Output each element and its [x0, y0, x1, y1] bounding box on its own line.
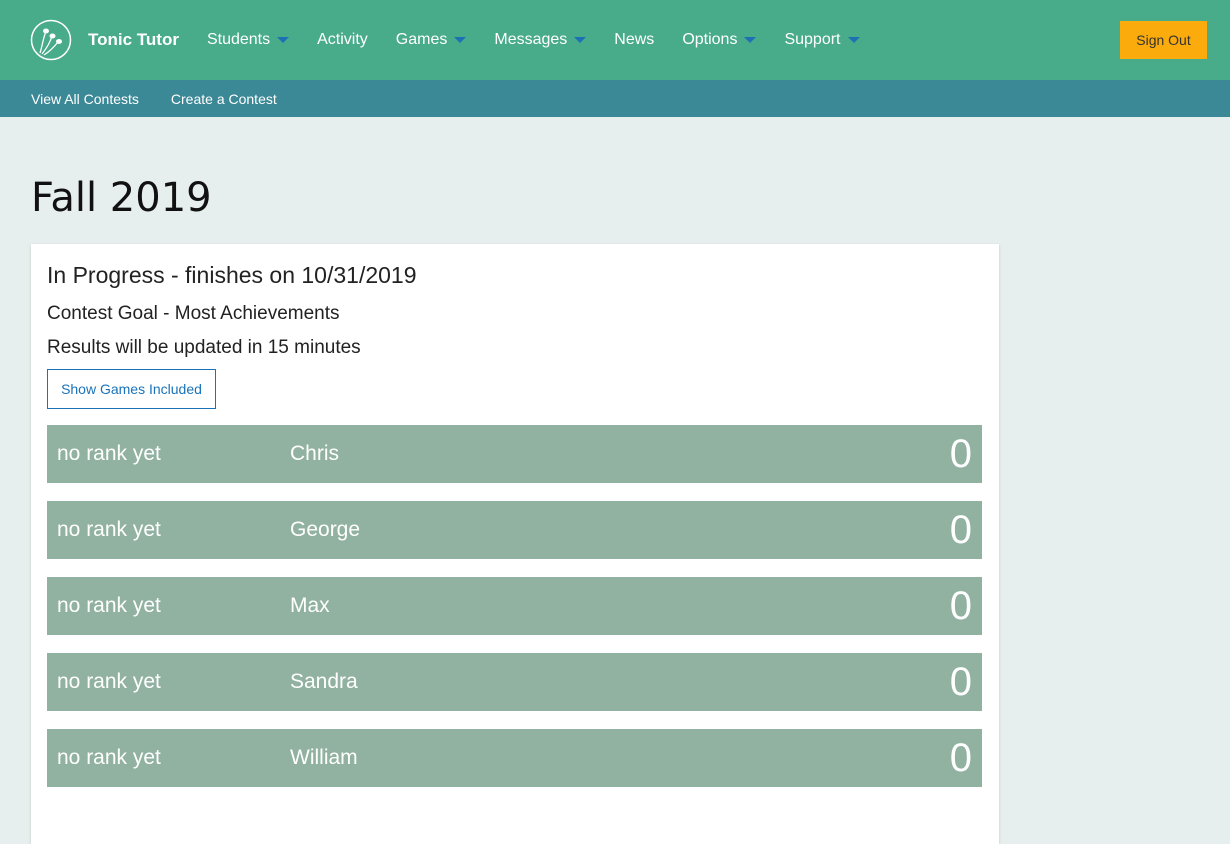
rank-label: no rank yet: [57, 670, 161, 693]
nav-messages[interactable]: Messages: [494, 31, 587, 49]
student-name: Chris: [290, 442, 340, 465]
student-name: William: [290, 746, 358, 769]
nav-label: Options: [682, 31, 738, 48]
caret-down-icon: [744, 37, 757, 43]
update-notice: Results will be updated in 15 minutes: [47, 337, 361, 358]
contest-goal: Contest Goal - Most Achievements: [47, 303, 340, 324]
nav-support[interactable]: Support: [784, 31, 860, 49]
rank-label: no rank yet: [57, 442, 161, 465]
main-nav: Students Activity Games Messages News Op…: [207, 31, 888, 49]
create-contest-link[interactable]: Create a Contest: [170, 90, 277, 107]
page-title: Fall 2019: [31, 175, 212, 221]
nav-label: Games: [395, 31, 448, 48]
contest-status: In Progress - finishes on 10/31/2019: [47, 262, 417, 288]
nav-options[interactable]: Options: [682, 31, 757, 49]
tonic-tutor-logo-icon[interactable]: [30, 19, 72, 61]
caret-down-icon: [454, 37, 467, 43]
rank-label: no rank yet: [57, 518, 161, 541]
top-navbar: Tonic Tutor Students Activity Games Mess…: [0, 0, 1230, 80]
student-name: Sandra: [290, 670, 358, 693]
view-all-contests-link[interactable]: View All Contests: [31, 90, 139, 107]
caret-down-icon: [574, 37, 587, 43]
contest-card: In Progress - finishes on 10/31/2019 Con…: [31, 244, 999, 844]
score-value: 0: [949, 735, 972, 780]
leaderboard-row: no rank yet William 0: [47, 729, 982, 787]
caret-down-icon: [277, 37, 290, 43]
student-name: Max: [290, 594, 330, 617]
show-games-button[interactable]: Show Games Included: [47, 369, 216, 409]
leaderboard-row: no rank yet Sandra 0: [47, 653, 982, 711]
score-value: 0: [949, 583, 972, 628]
leaderboard-row: no rank yet George 0: [47, 501, 982, 559]
nav-activity[interactable]: Activity: [317, 31, 368, 49]
leaderboard-row: no rank yet Max 0: [47, 577, 982, 635]
score-value: 0: [949, 507, 972, 552]
score-value: 0: [949, 431, 972, 476]
nav-label: News: [614, 31, 655, 48]
nav-students[interactable]: Students: [206, 31, 290, 49]
nav-news[interactable]: News: [614, 31, 654, 49]
rank-label: no rank yet: [57, 746, 161, 769]
sign-out-button[interactable]: Sign Out: [1120, 21, 1207, 59]
student-name: George: [290, 518, 361, 541]
leaderboard-row: no rank yet Chris 0: [47, 425, 982, 483]
brand-name[interactable]: Tonic Tutor: [88, 30, 179, 49]
nav-label: Students: [206, 31, 271, 48]
caret-down-icon: [847, 37, 860, 43]
score-value: 0: [949, 659, 972, 704]
nav-label: Activity: [317, 31, 368, 48]
nav-label: Support: [784, 31, 841, 48]
sub-navbar: View All Contests Create a Contest: [0, 80, 1230, 117]
nav-games[interactable]: Games: [396, 31, 467, 49]
rank-label: no rank yet: [57, 594, 161, 617]
nav-label: Messages: [494, 31, 568, 48]
leaderboard: no rank yet Chris 0 no rank yet George 0 no ra…: [47, 425, 983, 787]
